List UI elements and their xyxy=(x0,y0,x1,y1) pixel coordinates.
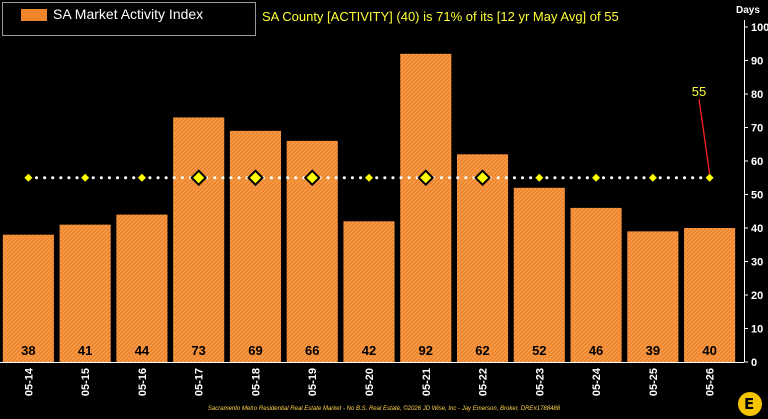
average-marker-05-19 xyxy=(303,169,321,187)
average-marker-05-22 xyxy=(474,169,491,187)
bar-value-label: 42 xyxy=(362,343,376,358)
y-tick-label: 50 xyxy=(751,190,763,202)
bar-value-label: 46 xyxy=(589,343,603,358)
x-tick-label: 05-25 xyxy=(648,368,660,396)
average-marker-05-14 xyxy=(24,173,33,182)
x-tick-label: 05-23 xyxy=(534,368,546,396)
y-tick-label: 0 xyxy=(751,357,757,369)
x-tick-label: 05-22 xyxy=(478,368,490,396)
average-marker-05-24 xyxy=(592,173,601,182)
bar-05-14 xyxy=(2,234,54,362)
logo-letter: E xyxy=(744,395,755,413)
bar-05-16 xyxy=(116,214,168,362)
y-tick-label: 20 xyxy=(751,290,763,302)
bar-value-label: 38 xyxy=(21,343,35,358)
x-tick-label: 05-20 xyxy=(364,368,376,396)
x-tick-label: 05-26 xyxy=(705,368,717,396)
average-marker-05-15 xyxy=(81,173,90,182)
y-tick-label: 80 xyxy=(751,89,763,101)
average-marker-05-18 xyxy=(247,169,264,187)
bar-05-15 xyxy=(59,224,111,362)
bar-05-17 xyxy=(173,117,225,362)
bar-value-label: 44 xyxy=(135,343,150,358)
average-marker-05-20 xyxy=(365,173,373,182)
average-marker-05-21 xyxy=(417,169,435,187)
bar-05-23 xyxy=(513,187,565,362)
bar-value-label: 66 xyxy=(305,343,319,358)
footer-credit: Sacramento Metro Residential Real Estate… xyxy=(207,406,561,412)
legend: SA Market Activity Index xyxy=(2,2,256,36)
average-marker-05-17 xyxy=(190,169,208,187)
y-tick-label: 40 xyxy=(751,223,763,235)
x-tick-label: 05-21 xyxy=(421,368,433,396)
y-tick-label: 100 xyxy=(751,22,768,34)
bar-value-label: 39 xyxy=(646,343,660,358)
bar-value-label: 40 xyxy=(702,343,716,358)
bar-05-20 xyxy=(343,221,395,362)
bar-05-18 xyxy=(229,130,282,362)
x-tick-label: 05-15 xyxy=(80,368,92,396)
y-tick-label: 60 xyxy=(751,156,763,168)
bar-05-25 xyxy=(627,231,679,362)
y-axis-unit: Days xyxy=(736,5,760,16)
x-tick-label: 05-17 xyxy=(194,368,206,396)
bar-value-label: 62 xyxy=(475,343,489,358)
average-callout-label: 55 xyxy=(692,84,706,99)
x-tick-label: 05-14 xyxy=(23,367,35,396)
y-tick-label: 10 xyxy=(751,324,763,336)
bar-05-21 xyxy=(400,53,452,363)
brand-logo: E xyxy=(738,392,762,416)
x-tick-label: 05-24 xyxy=(591,367,603,396)
average-marker-05-16 xyxy=(137,173,146,182)
bar-value-label: 92 xyxy=(419,343,433,358)
average-callout-line xyxy=(698,98,711,174)
x-tick-label: 05-16 xyxy=(137,368,149,396)
bar-value-label: 41 xyxy=(78,343,92,358)
x-tick-label: 05-18 xyxy=(250,368,262,396)
bar-05-24 xyxy=(570,207,622,362)
chart-subtitle: SA County [ACTIVITY] (40) is 71% of its … xyxy=(262,9,619,24)
bar-value-label: 52 xyxy=(532,343,546,358)
bar-05-22 xyxy=(456,154,509,362)
bar-value-label: 69 xyxy=(248,343,262,358)
y-tick-label: 30 xyxy=(751,257,763,269)
average-marker-05-25 xyxy=(648,173,657,182)
legend-label: SA Market Activity Index xyxy=(53,6,204,22)
y-tick-label: 90 xyxy=(751,56,763,68)
average-marker-05-23 xyxy=(535,173,544,182)
average-marker-05-26 xyxy=(705,173,714,182)
bar-05-26 xyxy=(684,228,736,362)
x-tick-label: 05-19 xyxy=(307,368,319,396)
bar-value-label: 73 xyxy=(191,343,205,358)
y-tick-label: 70 xyxy=(751,123,763,135)
legend-swatch xyxy=(21,9,47,21)
